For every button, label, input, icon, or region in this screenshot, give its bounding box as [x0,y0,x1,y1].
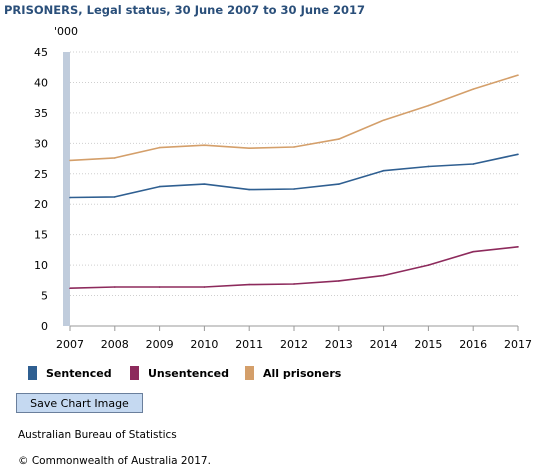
y-tick-label-5: 5 [41,290,48,303]
x-tick-labels: 2007 2008 2009 2010 2011 2012 2013 2014 2015 2016… [56,338,532,351]
point-all-prisoners-2014 [382,119,385,121]
x-tick-label-2011: 2011 [235,338,263,351]
point-all-prisoners-2009 [158,146,161,149]
source-text: Australian Bureau of Statistics [18,429,177,441]
x-tick-label-2008: 2008 [101,338,129,351]
legend-swatch-sentenced [28,366,37,380]
point-sentenced-2013 [338,183,340,185]
legend-item-all-prisoners: All prisoners [245,366,341,380]
point-all-prisoners-2017 [517,74,519,76]
point-all-prisoners-2015 [427,104,430,107]
legend-label-all-prisoners: All prisoners [263,366,342,380]
series-line-sentenced [69,153,519,199]
legend-label-unsentenced: Unsentenced [148,366,230,380]
point-unsentenced-2011 [248,283,250,286]
point-sentenced-2008 [114,196,116,198]
legend-item-unsentenced: Unsentenced [130,366,229,380]
point-unsentenced-2007 [69,287,71,290]
point-all-prisoners-2008 [114,157,116,159]
x-tick-label-2015: 2015 [414,338,442,351]
axes [69,325,519,331]
legend-swatch-all-prisoners [245,366,254,380]
point-unsentenced-2010 [203,286,206,288]
line-chart: '000 0 5 10 15 20 25 30 35 40 45 2007 2008 2009 2010… [34,25,532,351]
point-sentenced-2017 [517,153,519,156]
point-sentenced-2010 [203,183,206,185]
x-tick-label-2009: 2009 [146,338,174,351]
series-lines [69,74,519,290]
x-tick-label-2012: 2012 [280,338,308,351]
y-tick-label-35: 35 [34,107,48,120]
y-tick-label-20: 20 [34,198,48,211]
y-tick-label-30: 30 [34,137,48,150]
point-unsentenced-2008 [114,286,116,288]
y-tick-label-10: 10 [34,259,48,272]
series-line-unsentenced [69,246,519,289]
point-sentenced-2007 [69,196,71,199]
copyright-text: © Commonwealth of Australia 2017. [18,455,211,467]
y-axis-unit-label: '000 [54,25,78,38]
save-chart-image-button[interactable]: Save Chart Image [16,393,143,413]
y-tick-labels: 0 5 10 15 20 25 30 35 40 45 [34,46,48,333]
y-tick-label-45: 45 [34,46,48,59]
point-sentenced-2014 [382,169,385,172]
point-all-prisoners-2012 [293,146,295,148]
point-unsentenced-2013 [338,280,340,282]
y-tick-label-15: 15 [34,229,48,242]
x-tick-label-2013: 2013 [325,338,353,351]
y-tick-label-40: 40 [34,76,48,89]
point-all-prisoners-2010 [203,144,206,146]
point-all-prisoners-2007 [69,159,71,162]
point-all-prisoners-2016 [472,88,475,90]
chart-title: PRISONERS, Legal status, 30 June 2007 to… [4,3,366,17]
point-all-prisoners-2011 [248,147,250,150]
point-unsentenced-2009 [158,286,161,288]
year-highlight-bar [63,52,70,326]
x-tick-label-2017: 2017 [504,338,532,351]
point-unsentenced-2016 [472,250,475,253]
point-unsentenced-2017 [517,246,519,248]
x-tick-label-2007: 2007 [56,338,84,351]
x-tick-label-2014: 2014 [370,338,398,351]
point-sentenced-2015 [427,165,430,168]
point-all-prisoners-2013 [338,138,340,140]
legend-swatch-unsentenced [130,366,139,380]
point-sentenced-2012 [293,188,295,190]
y-tick-label-25: 25 [34,168,48,181]
y-tick-label-0: 0 [41,320,48,333]
point-sentenced-2016 [472,163,475,165]
legend-item-sentenced: Sentenced [28,366,112,380]
point-sentenced-2009 [158,185,161,188]
point-unsentenced-2012 [293,283,295,285]
legend-label-sentenced: Sentenced [46,366,112,380]
point-unsentenced-2015 [427,264,430,266]
x-tick-label-2016: 2016 [459,338,487,351]
x-tick-label-2010: 2010 [190,338,218,351]
point-sentenced-2011 [248,188,250,191]
point-unsentenced-2014 [382,274,385,277]
